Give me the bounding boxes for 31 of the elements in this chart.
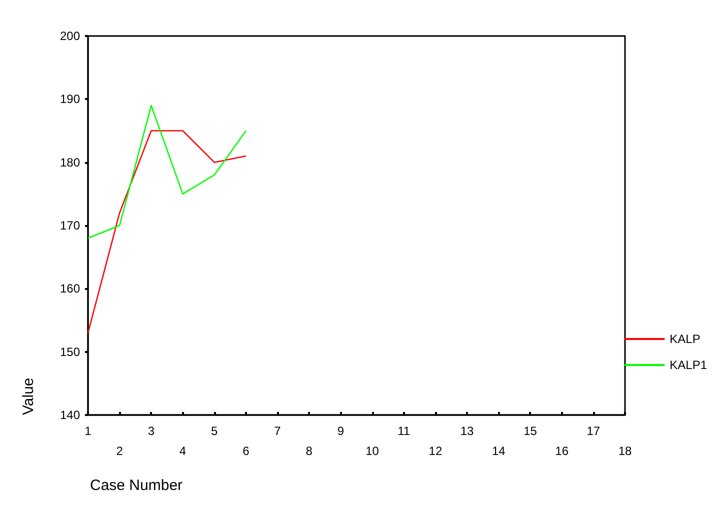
line-series: [87, 130, 247, 334]
y-tick-label: 140: [60, 408, 80, 422]
x-tick-label: 15: [524, 424, 538, 438]
x-tick-label: 12: [428, 444, 442, 458]
x-tick-label: 11: [398, 424, 410, 438]
x-tick-label: 13: [460, 424, 474, 438]
x-tick-label: 1: [84, 424, 92, 438]
y-tick-label: 150: [60, 344, 80, 359]
x-tick-label: 8: [306, 444, 313, 458]
x-tick-label: 6: [242, 444, 250, 458]
y-tick-label: 190: [60, 92, 80, 106]
legend-label: KALP: [670, 332, 700, 346]
x-tick-label: 14: [492, 444, 506, 458]
y-tick-label: 180: [60, 155, 80, 170]
legend-label: KALP1: [670, 358, 708, 372]
y-tick-label: 170: [60, 218, 80, 232]
line-series: [87, 104, 247, 239]
x-tick-label: 4: [179, 444, 186, 458]
x-tick-label: 10: [366, 444, 380, 458]
x-axis-title: Case Number: [90, 477, 183, 494]
y-axis-title: Value: [20, 378, 37, 415]
x-tick-label: 17: [586, 424, 600, 438]
x-tick-label: 2: [116, 444, 124, 458]
x-tick-label: 5: [211, 424, 218, 438]
x-tick-label: 16: [555, 444, 569, 458]
x-tick-label: 7: [274, 424, 282, 438]
x-tick-label: 18: [618, 444, 632, 458]
x-tick-label: 3: [148, 424, 155, 438]
y-tick-label: 160: [60, 282, 80, 296]
y-tick-label: 200: [60, 29, 80, 43]
x-tick-label: 9: [337, 424, 344, 438]
